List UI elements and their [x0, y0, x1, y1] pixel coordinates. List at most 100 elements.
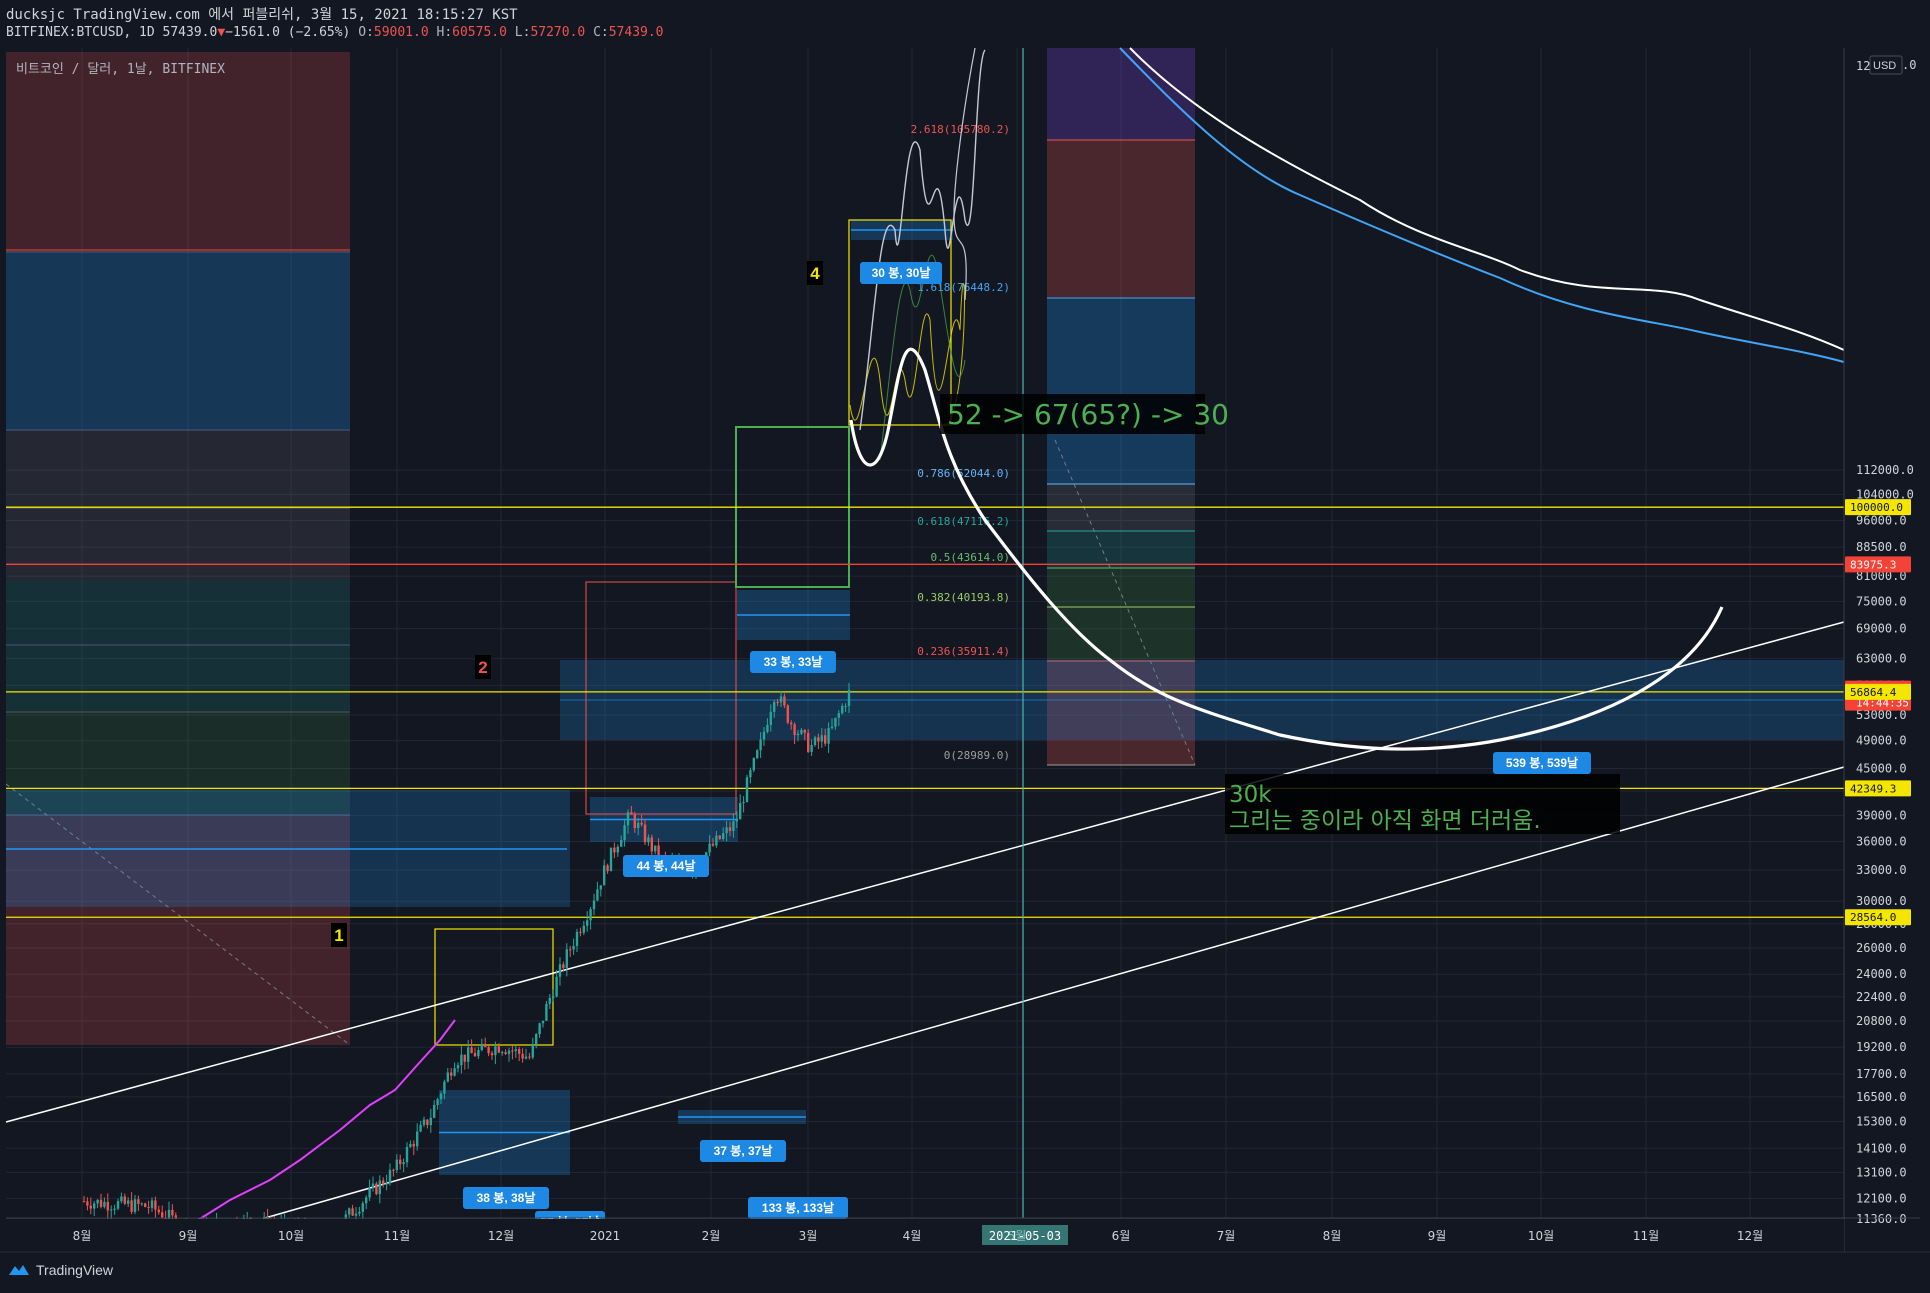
price-tag-text: 83975.3: [1850, 558, 1896, 571]
y-tick-label: 33000.0: [1856, 863, 1907, 877]
candle-body: [368, 1187, 371, 1198]
x-tick-label: 7월: [1217, 1229, 1236, 1243]
candle-body: [803, 729, 806, 733]
number-marker-bg: [475, 655, 491, 679]
candle-body: [722, 833, 725, 839]
candle-body: [385, 1183, 388, 1185]
fib-zone: [1047, 568, 1195, 661]
candle-body: [749, 770, 752, 778]
candle-body: [844, 705, 847, 707]
candle-body: [725, 827, 728, 834]
x-axis-area: [6, 1219, 1844, 1252]
bar-count-badge: [463, 1187, 549, 1209]
candle-body: [93, 1203, 96, 1209]
candle-body: [116, 1201, 120, 1209]
candle-body: [521, 1053, 524, 1059]
candle-body: [446, 1072, 449, 1082]
candle-body: [86, 1201, 89, 1206]
candle-body: [599, 885, 602, 890]
price-tag-text: 28564.0: [1850, 911, 1896, 924]
candle-body: [793, 724, 796, 736]
bar-count-badge: [623, 855, 709, 877]
candle-body: [144, 1203, 147, 1207]
candle-body: [497, 1046, 500, 1053]
candle-body: [171, 1209, 174, 1216]
candle-body: [137, 1199, 140, 1204]
candle-body: [490, 1053, 494, 1056]
y-tick-label: 30000.0: [1856, 894, 1907, 908]
candle-body: [766, 724, 769, 732]
candle-body: [133, 1199, 137, 1212]
candle-body: [640, 822, 643, 825]
channel-lower-line: [264, 766, 1845, 1219]
fib-level-label: 2.618(105780.2): [911, 123, 1010, 136]
candle-body: [643, 824, 647, 843]
candle-body: [382, 1180, 385, 1185]
y-tick-label: 14100.0: [1856, 1141, 1907, 1155]
candle-body: [514, 1049, 517, 1052]
candle-body: [354, 1213, 358, 1216]
x-tick-label: 2월: [702, 1229, 721, 1243]
y-tick-label: 104000.0: [1856, 487, 1914, 501]
candle-body: [348, 1208, 351, 1215]
candle-body: [718, 835, 721, 839]
candle-body: [548, 997, 551, 1004]
y-tick-label: 45000.0: [1856, 761, 1907, 775]
candle-body: [800, 729, 803, 734]
candle-body: [463, 1054, 466, 1062]
down-arrow-icon: ▼: [217, 25, 226, 40]
candle-body: [715, 835, 718, 846]
x-tick-label: 2021: [590, 1229, 621, 1243]
candle-body: [708, 843, 711, 853]
candle-body: [626, 812, 630, 826]
note-bg: [1225, 774, 1620, 834]
candle-body: [127, 1200, 130, 1204]
candle-body: [773, 701, 776, 712]
tradingview-logo-icon: [9, 1265, 29, 1275]
fib-zone: [1047, 48, 1195, 140]
price-tag-text: 100000.0: [1850, 501, 1903, 514]
candle-body: [480, 1043, 483, 1051]
candle-body: [365, 1197, 368, 1204]
open-label: O:: [358, 25, 374, 40]
y-tick-label: 39000.0: [1856, 808, 1907, 822]
candle-body: [422, 1119, 426, 1125]
candle-body: [358, 1211, 361, 1214]
y-tick-label: 13100.0: [1856, 1165, 1907, 1179]
candle-body: [450, 1072, 453, 1076]
fib-zone: [1047, 140, 1195, 298]
x-tick-label: 12월: [1737, 1229, 1763, 1243]
tradingview-logo[interactable]: TradingView: [8, 1262, 113, 1278]
x-tick-label: 6월: [1112, 1229, 1131, 1243]
x-tick-label: 11월: [384, 1229, 410, 1243]
x-tick-label: 9월: [179, 1229, 198, 1243]
candle-body: [433, 1105, 436, 1118]
y-tick-label: 69000.0: [1856, 622, 1907, 636]
x-tick-label: 12월: [488, 1229, 514, 1243]
candle-body: [783, 696, 786, 706]
candle-body: [416, 1131, 419, 1147]
candle-body: [443, 1081, 446, 1094]
candle-body: [711, 843, 715, 846]
symbol-label: BITFINEX:BTCUSD, 1D 57439.0: [6, 25, 218, 40]
candle-body: [762, 731, 766, 740]
candle-body: [89, 1205, 92, 1209]
candle-body: [130, 1200, 133, 1212]
bar-count-label: 38 봉, 38날: [477, 1191, 536, 1205]
candle-body: [739, 803, 742, 820]
candle-body: [728, 827, 732, 831]
candle-body: [817, 737, 820, 742]
candle-body: [633, 814, 636, 829]
candle-body: [616, 846, 619, 853]
close-label: C:: [593, 25, 609, 40]
candle-body: [630, 812, 633, 815]
candle-body: [106, 1201, 109, 1211]
price-tag: [1845, 556, 1911, 573]
candle-body: [470, 1047, 473, 1054]
number-marker-bg: [331, 923, 347, 947]
candle-body: [518, 1049, 521, 1054]
bar-count-badge: [750, 651, 836, 673]
y-tick-label: 12100.0: [1856, 1191, 1907, 1205]
